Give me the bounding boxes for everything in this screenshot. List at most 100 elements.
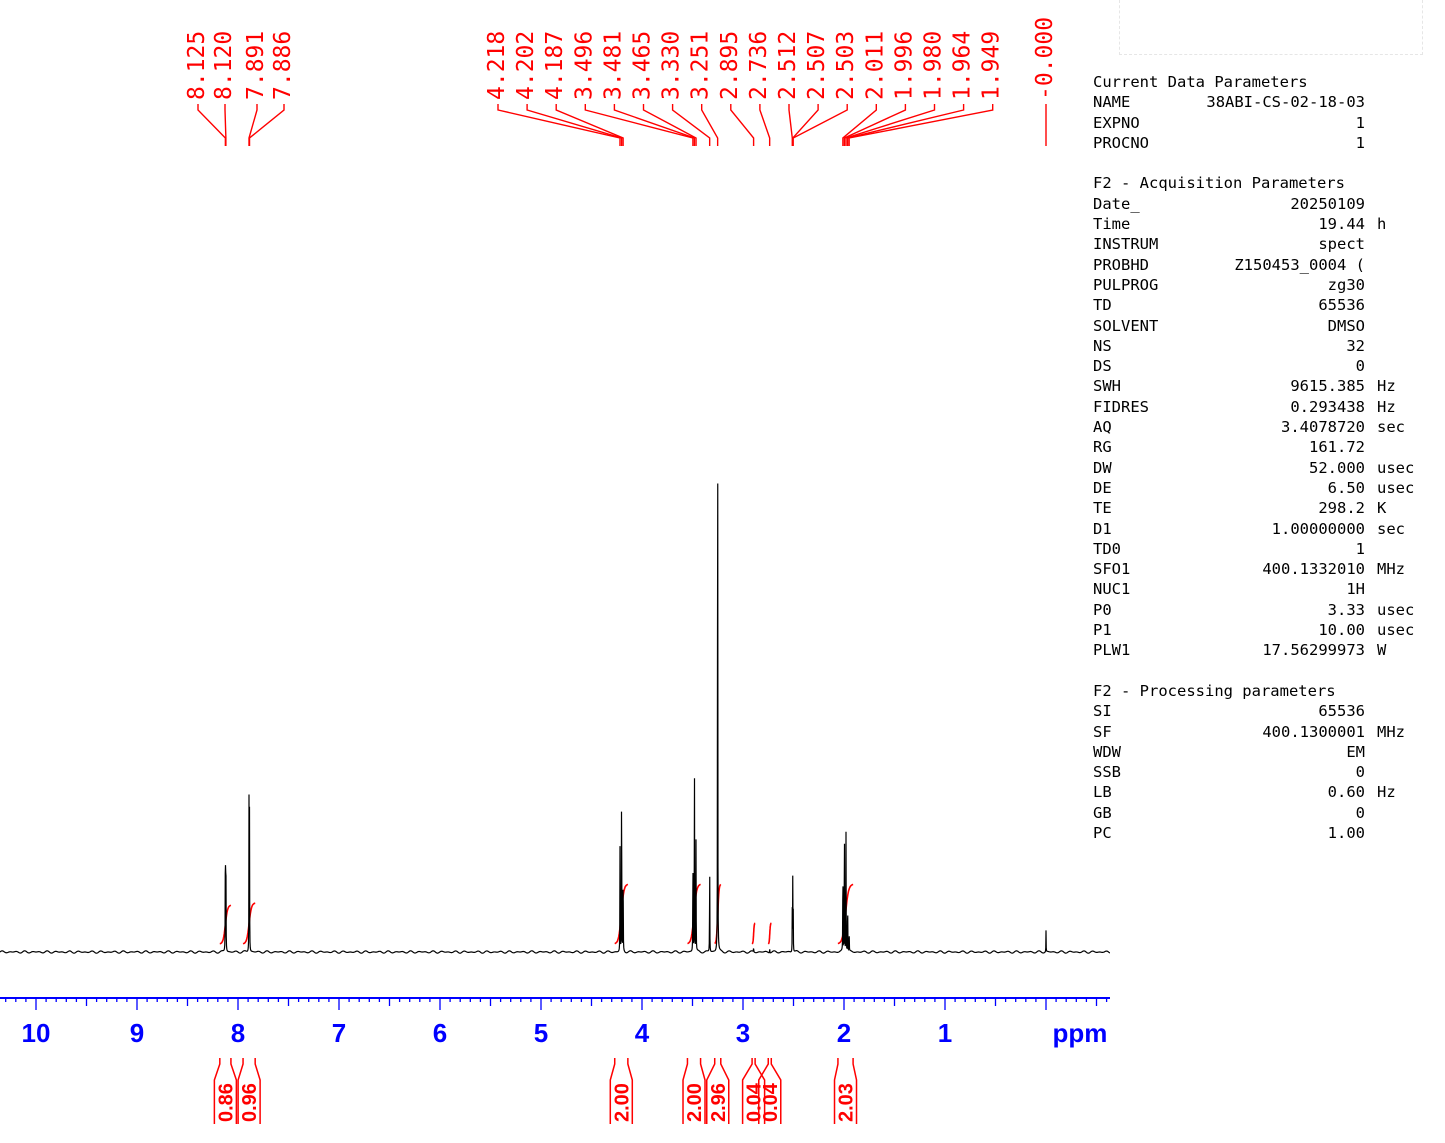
param-key: NUC1	[1093, 580, 1131, 599]
param-unit: K	[1377, 499, 1387, 518]
peak-label: 1.949	[979, 31, 1005, 100]
current-parameters-group: Current Data Parameters NAME 38ABI-CS-02-…	[1093, 72, 1438, 153]
peak-label: 2.507	[804, 31, 830, 100]
integral-bracket	[741, 1058, 753, 1124]
integral-value: 0.86	[215, 1083, 237, 1122]
param-unit	[1365, 742, 1377, 762]
param-unit	[1365, 336, 1377, 356]
param-unit	[1365, 762, 1377, 782]
leader-line	[671, 104, 711, 146]
param-unit	[1365, 823, 1377, 843]
leader-line	[788, 104, 793, 146]
peak-label: 2.512	[775, 31, 801, 100]
group-title: F2 - Acquisition Parameters	[1093, 174, 1345, 193]
peak-label: 8.125	[184, 31, 210, 100]
integral-value: 0.04	[744, 1082, 766, 1122]
param-unit: usec	[1377, 621, 1415, 640]
param-value: zg30	[1327, 275, 1365, 294]
param-key: PLW1	[1093, 641, 1131, 660]
axis-tick-label: 8	[231, 1018, 245, 1048]
param-key: DS	[1093, 357, 1112, 376]
integral-bracket	[754, 1058, 766, 1124]
param-unit	[1365, 92, 1377, 112]
integral-bracket	[682, 1058, 689, 1124]
param-row-p0: P0 3.33 usec	[1093, 600, 1438, 620]
leader-line	[613, 104, 696, 146]
param-row-ds: DS 0	[1093, 356, 1438, 376]
param-key: GB	[1093, 803, 1112, 822]
param-row-swh: SWH 9615.385 Hz	[1093, 376, 1438, 396]
integral-curve-layer	[219, 883, 854, 945]
param-row-p1: P1 10.00 usec	[1093, 620, 1438, 640]
param-unit	[1365, 539, 1377, 559]
spectrum-trace	[0, 483, 1110, 954]
param-value: 400.1332010	[1262, 560, 1365, 579]
leader-line	[197, 104, 227, 146]
param-row-si: SI 65536	[1093, 701, 1438, 721]
peak-label: 7.886	[270, 31, 296, 100]
param-row-te: TE 298.2 K	[1093, 498, 1438, 518]
peak-label: 2.736	[746, 31, 772, 100]
param-value: 10.00	[1318, 621, 1365, 640]
leader-line	[842, 104, 877, 146]
axis-tick-label: 4	[635, 1018, 650, 1048]
integral-value: 2.03	[836, 1083, 858, 1122]
leader-line	[845, 104, 936, 146]
param-value: Z150453_0004 (	[1234, 255, 1365, 274]
param-key: EXPNO	[1093, 113, 1140, 132]
param-value: 1.00000000	[1271, 519, 1365, 538]
param-value: 20250109	[1290, 194, 1365, 213]
integral-bracket	[699, 1058, 706, 1124]
param-key: SFO1	[1093, 560, 1131, 579]
param-row-gb: GB 0	[1093, 803, 1438, 823]
param-key: DE	[1093, 478, 1112, 497]
peak-label: 7.891	[243, 31, 269, 100]
parameter-panel: Current Data Parameters NAME 38ABI-CS-02-…	[1093, 72, 1438, 864]
param-unit: Hz	[1377, 377, 1396, 396]
param-key: PULPROG	[1093, 275, 1159, 294]
param-unit: usec	[1377, 478, 1415, 497]
param-key: PROCNO	[1093, 133, 1149, 152]
peak-label: 2.011	[862, 31, 888, 100]
param-unit	[1365, 295, 1377, 315]
axis-tick-label: 7	[332, 1018, 346, 1048]
nmr-spectrum-chart: 8.125 8.120 7.891 7.886 4.218 4.202 4.187 3.496…	[0, 17, 1110, 1124]
param-unit	[1365, 275, 1377, 295]
leader-line	[792, 104, 848, 146]
param-key: SOLVENT	[1093, 316, 1159, 335]
peak-label: 1.964	[950, 31, 976, 100]
param-unit	[1365, 579, 1377, 599]
param-row-solvent: SOLVENT DMSO	[1093, 316, 1438, 336]
peak-label: 3.251	[688, 31, 714, 100]
param-row-probhd: PROBHD Z150453_0004 (	[1093, 255, 1438, 275]
param-row-name: NAME 38ABI-CS-02-18-03	[1093, 92, 1438, 112]
param-key: P1	[1093, 621, 1112, 640]
axis-tick-label: 1	[938, 1018, 952, 1048]
peak-label: 2.895	[717, 31, 743, 100]
param-row-aq: AQ 3.4078720 sec	[1093, 417, 1438, 437]
param-unit: sec	[1377, 519, 1405, 538]
param-key: LB	[1093, 783, 1112, 802]
param-unit: Hz	[1377, 783, 1396, 802]
param-unit	[1365, 316, 1377, 336]
param-value: 0.60	[1327, 783, 1365, 802]
leader-line	[555, 104, 624, 146]
param-row-nuc1: NUC1 1H	[1093, 579, 1438, 599]
param-unit: usec	[1377, 600, 1415, 619]
param-value: 38ABI-CS-02-18-03	[1206, 93, 1365, 112]
axis-tick-label: 6	[433, 1018, 447, 1048]
param-unit	[1365, 803, 1377, 823]
peak-label: 1.980	[921, 31, 947, 100]
integral-bracket	[237, 1058, 244, 1124]
param-row-pc: PC 1.00	[1093, 823, 1438, 843]
integral-bracket	[852, 1058, 858, 1124]
integral-curve	[767, 922, 772, 945]
param-unit	[1365, 234, 1377, 254]
param-unit	[1365, 437, 1377, 457]
param-key: TE	[1093, 499, 1112, 518]
group-title: F2 - Processing parameters	[1093, 681, 1336, 700]
param-value: 6.50	[1327, 478, 1365, 497]
param-value: 19.44	[1318, 215, 1365, 234]
param-value: 3.33	[1327, 600, 1365, 619]
param-key: DW	[1093, 458, 1112, 477]
